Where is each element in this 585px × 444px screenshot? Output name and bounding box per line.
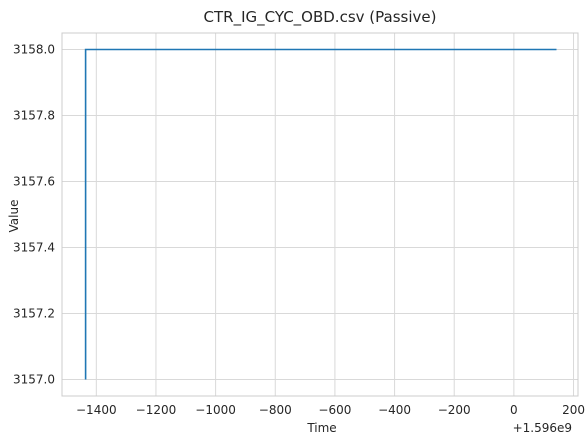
chart-title: CTR_IG_CYC_OBD.csv (Passive) [204, 8, 437, 27]
plot-area-frame [61, 32, 579, 397]
y-tick-label: 3157.2 [13, 307, 55, 321]
x-tick-label: −400 [378, 403, 411, 417]
x-tick-label: 0 [510, 403, 518, 417]
y-tick-labels: 3157.0 3157.2 3157.4 3157.6 3157.8 3158.0 [13, 43, 55, 387]
x-tick-label: −1400 [76, 403, 117, 417]
x-axis-label: Time [306, 421, 336, 435]
x-tick-labels: −1400 −1200 −1000 −800 −600 −400 −200 0 200 [76, 403, 585, 417]
grid-lines [62, 33, 578, 396]
y-axis-label: Value [7, 200, 21, 233]
x-tick-label: −1200 [136, 403, 177, 417]
y-tick-label: 3158.0 [13, 43, 55, 57]
x-tick-label: −800 [259, 403, 292, 417]
x-tick-label: 200 [562, 403, 585, 417]
x-offset-label: +1.596e9 [513, 421, 572, 435]
y-tick-label: 3157.8 [13, 109, 55, 123]
series-line [84, 48, 557, 380]
y-tick-label: 3157.4 [13, 241, 55, 255]
y-tick-label: 3157.6 [13, 175, 55, 189]
x-tick-label: −1000 [195, 403, 236, 417]
x-tick-label: −600 [318, 403, 351, 417]
x-tick-label: −200 [438, 403, 471, 417]
series-group [84, 48, 557, 380]
y-tick-label: 3157.0 [13, 373, 55, 387]
